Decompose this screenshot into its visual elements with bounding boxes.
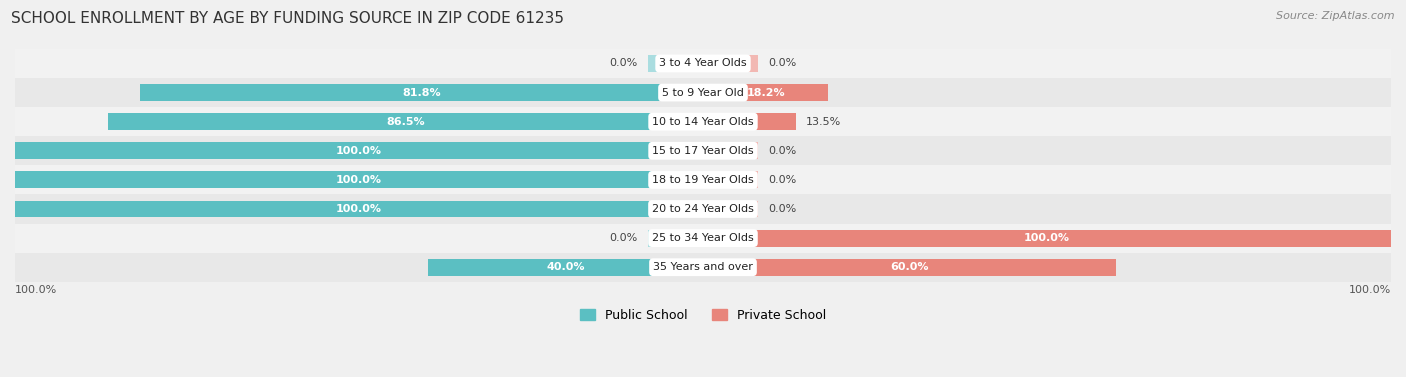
Text: 15 to 17 Year Olds: 15 to 17 Year Olds bbox=[652, 146, 754, 156]
Bar bbox=[15, 136, 1391, 166]
Bar bbox=[15, 107, 1391, 136]
Text: 0.0%: 0.0% bbox=[609, 233, 638, 243]
Text: 18.2%: 18.2% bbox=[747, 87, 785, 98]
Text: 10 to 14 Year Olds: 10 to 14 Year Olds bbox=[652, 117, 754, 127]
Bar bbox=[15, 78, 1391, 107]
Text: 100.0%: 100.0% bbox=[15, 285, 58, 295]
Text: 0.0%: 0.0% bbox=[768, 146, 797, 156]
Text: 86.5%: 86.5% bbox=[387, 117, 425, 127]
Bar bbox=[648, 230, 703, 247]
Text: 100.0%: 100.0% bbox=[1348, 285, 1391, 295]
Text: 13.5%: 13.5% bbox=[806, 117, 841, 127]
Text: 25 to 34 Year Olds: 25 to 34 Year Olds bbox=[652, 233, 754, 243]
Text: 0.0%: 0.0% bbox=[768, 58, 797, 69]
Text: 3 to 4 Year Olds: 3 to 4 Year Olds bbox=[659, 58, 747, 69]
Bar bbox=[703, 143, 758, 159]
Text: 35 Years and over: 35 Years and over bbox=[652, 262, 754, 272]
Text: Source: ZipAtlas.com: Source: ZipAtlas.com bbox=[1277, 11, 1395, 21]
Bar bbox=[703, 113, 796, 130]
Bar bbox=[108, 113, 703, 130]
Text: SCHOOL ENROLLMENT BY AGE BY FUNDING SOURCE IN ZIP CODE 61235: SCHOOL ENROLLMENT BY AGE BY FUNDING SOUR… bbox=[11, 11, 564, 26]
Bar bbox=[15, 49, 1391, 78]
Bar bbox=[703, 201, 758, 218]
Bar bbox=[703, 55, 758, 72]
Bar bbox=[703, 230, 1391, 247]
Legend: Public School, Private School: Public School, Private School bbox=[575, 304, 831, 327]
Bar bbox=[648, 55, 703, 72]
Bar bbox=[703, 84, 828, 101]
Text: 60.0%: 60.0% bbox=[890, 262, 928, 272]
Text: 0.0%: 0.0% bbox=[768, 204, 797, 214]
Bar bbox=[15, 224, 1391, 253]
Bar bbox=[15, 143, 703, 159]
Bar bbox=[15, 253, 1391, 282]
Text: 5 to 9 Year Old: 5 to 9 Year Old bbox=[662, 87, 744, 98]
Bar bbox=[15, 201, 703, 218]
Bar bbox=[15, 172, 703, 188]
Text: 100.0%: 100.0% bbox=[336, 204, 382, 214]
Text: 81.8%: 81.8% bbox=[402, 87, 441, 98]
Bar bbox=[703, 172, 758, 188]
Bar bbox=[15, 195, 1391, 224]
Bar bbox=[703, 259, 1116, 276]
Text: 40.0%: 40.0% bbox=[546, 262, 585, 272]
Bar bbox=[427, 259, 703, 276]
Text: 20 to 24 Year Olds: 20 to 24 Year Olds bbox=[652, 204, 754, 214]
Text: 100.0%: 100.0% bbox=[336, 146, 382, 156]
Text: 18 to 19 Year Olds: 18 to 19 Year Olds bbox=[652, 175, 754, 185]
Text: 100.0%: 100.0% bbox=[1024, 233, 1070, 243]
Bar bbox=[15, 166, 1391, 195]
Text: 100.0%: 100.0% bbox=[336, 175, 382, 185]
Bar bbox=[141, 84, 703, 101]
Text: 0.0%: 0.0% bbox=[609, 58, 638, 69]
Text: 0.0%: 0.0% bbox=[768, 175, 797, 185]
